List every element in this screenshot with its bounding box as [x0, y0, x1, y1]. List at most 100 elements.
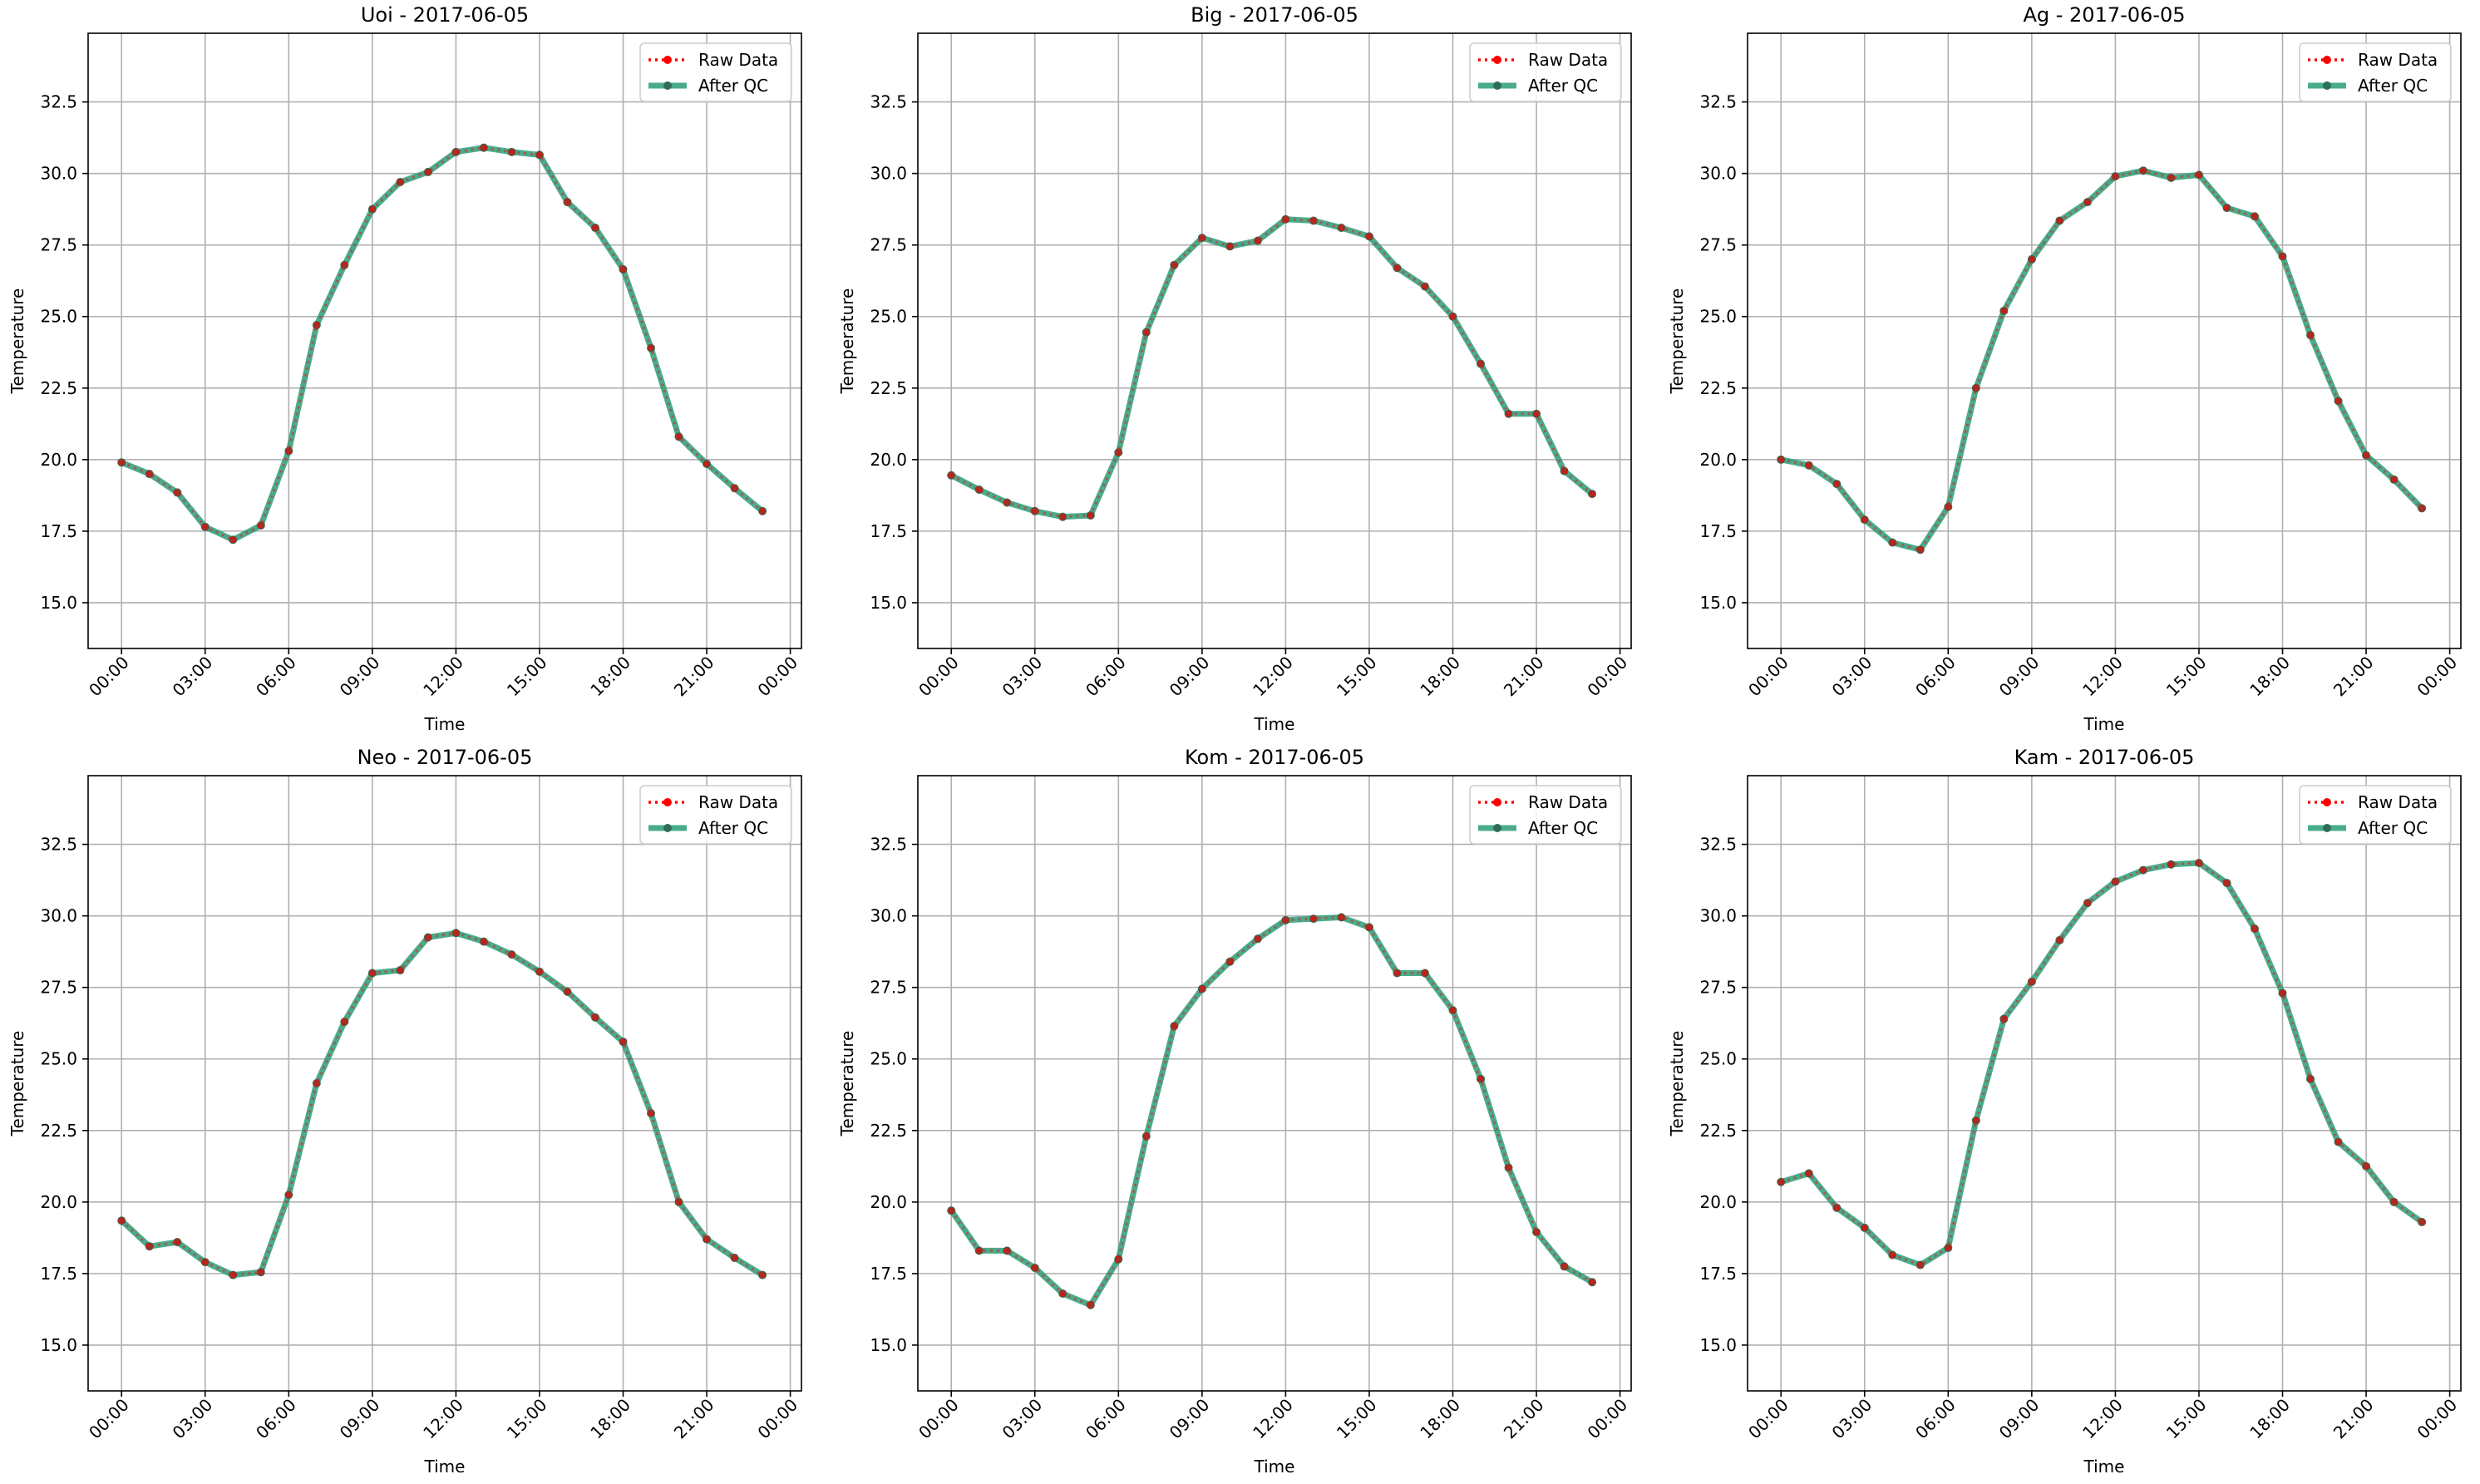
- raw-data-point: [174, 489, 181, 496]
- series-after-qc: [947, 214, 1597, 521]
- raw-data-point: [1560, 467, 1568, 475]
- raw-data-point: [480, 938, 488, 945]
- y-tick-label: 27.5: [870, 978, 907, 998]
- raw-data-point: [1393, 969, 1401, 977]
- x-tick-label: 06:00: [252, 1395, 300, 1443]
- raw-data-point: [257, 1268, 264, 1276]
- x-tick-label: 00:00: [2413, 653, 2461, 701]
- raw-data-point: [1861, 1224, 1868, 1232]
- raw-data-point: [1282, 215, 1289, 223]
- x-tick-label: 21:00: [1500, 653, 1548, 701]
- chart-title: Kom - 2017-06-05: [1185, 746, 1364, 769]
- raw-data-point: [1254, 237, 1262, 244]
- legend-raw-label: Raw Data: [2358, 792, 2438, 812]
- y-tick-label: 27.5: [870, 235, 907, 255]
- raw-data-point: [1916, 546, 1924, 554]
- y-tick-label: 22.5: [870, 1121, 907, 1141]
- raw-data-point: [2279, 989, 2286, 997]
- raw-data-point: [397, 178, 404, 186]
- x-axis-label: Time: [1254, 1457, 1295, 1477]
- x-tick-label: 21:00: [670, 653, 718, 701]
- raw-data-point: [1560, 1263, 1568, 1270]
- raw-data-point: [2279, 253, 2286, 260]
- legend-qc-marker: [2323, 824, 2331, 832]
- x-tick-label: 21:00: [670, 1395, 718, 1443]
- axes-frame: [917, 775, 1632, 1392]
- raw-data-point: [1254, 934, 1262, 943]
- axes-frame: [87, 775, 802, 1392]
- after-qc-line: [119, 929, 764, 1279]
- y-tick-label: 25.0: [40, 1049, 77, 1069]
- raw-data-point: [1003, 1247, 1011, 1255]
- raw-data-point: [2418, 505, 2426, 512]
- y-tick-label: 15.0: [1699, 593, 1737, 613]
- raw-data-point: [2251, 924, 2259, 933]
- legend-raw-label: Raw Data: [698, 792, 778, 812]
- x-axis-label: Time: [424, 714, 466, 734]
- axes-frame: [917, 32, 1632, 649]
- raw-data-point: [2362, 1162, 2370, 1171]
- legend: Raw Data After QC: [639, 42, 792, 102]
- y-tick-label: 15.0: [870, 593, 907, 613]
- raw-data-point: [1833, 480, 1841, 488]
- y-tick-label: 17.5: [870, 1264, 907, 1284]
- raw-data-point: [2223, 204, 2231, 212]
- raw-data-point: [1171, 261, 1178, 269]
- raw-data-point: [1226, 243, 1234, 250]
- series-after-qc: [117, 143, 767, 545]
- raw-data-point: [1031, 507, 1038, 515]
- legend-qc-marker: [1493, 81, 1501, 90]
- legend-qc-label: After QC: [698, 76, 768, 96]
- raw-data-point: [1003, 499, 1011, 506]
- x-axis-label: Time: [2083, 714, 2125, 734]
- raw-data-point: [2335, 397, 2342, 405]
- raw-data-point: [1198, 985, 1206, 993]
- raw-data-point: [452, 929, 460, 937]
- raw-data-point: [285, 1191, 293, 1199]
- series-after-qc: [117, 929, 767, 1279]
- raw-data-point: [2056, 936, 2063, 944]
- legend-qc-marker: [663, 824, 672, 832]
- grid: [1748, 33, 2461, 648]
- raw-data-point: [368, 969, 377, 977]
- x-tick-label: 03:00: [1828, 653, 1876, 701]
- y-tick-label: 30.0: [870, 164, 907, 184]
- legend-raw-label: Raw Data: [1528, 792, 1608, 812]
- y-tick-label: 17.5: [1699, 521, 1737, 541]
- legend-raw-marker: [1493, 798, 1501, 806]
- raw-data-point: [2139, 167, 2147, 175]
- raw-data-point: [1087, 1301, 1094, 1309]
- x-tick-label: 21:00: [1500, 1395, 1548, 1443]
- x-tick-label: 09:00: [336, 653, 384, 701]
- raw-data-point: [2000, 307, 2008, 315]
- y-tick-label: 20.0: [1699, 1192, 1737, 1212]
- x-tick-label: 00:00: [1744, 653, 1792, 701]
- raw-data-point: [1777, 1178, 1785, 1186]
- raw-data-point: [229, 1271, 237, 1279]
- raw-data-point: [2083, 899, 2092, 907]
- raw-data-line: [950, 218, 1594, 519]
- grid: [918, 33, 1631, 648]
- x-tick-label: 15:00: [2162, 653, 2211, 701]
- raw-data-point: [1972, 1117, 1980, 1124]
- y-tick-label: 25.0: [1699, 1049, 1737, 1069]
- raw-data-point: [2167, 174, 2175, 182]
- raw-data-point: [1805, 461, 1812, 469]
- raw-data-point: [1532, 1228, 1541, 1236]
- y-tick-label: 32.5: [870, 92, 907, 112]
- y-tick-label: 17.5: [1699, 1264, 1737, 1284]
- y-axis-label: Temperature: [837, 288, 857, 395]
- raw-data-point: [452, 148, 460, 156]
- raw-data-point: [2335, 1138, 2342, 1146]
- x-tick-label: 09:00: [336, 1395, 384, 1443]
- raw-data-line: [949, 915, 1593, 1307]
- raw-data-line: [121, 931, 763, 1277]
- raw-data-point: [1421, 283, 1429, 290]
- y-tick-label: 27.5: [40, 235, 77, 255]
- legend-qc-marker: [1493, 824, 1501, 832]
- series-raw-data: [118, 144, 767, 544]
- raw-data-point: [2390, 476, 2398, 484]
- x-tick-label: 03:00: [998, 653, 1047, 701]
- raw-data-point: [1226, 958, 1234, 965]
